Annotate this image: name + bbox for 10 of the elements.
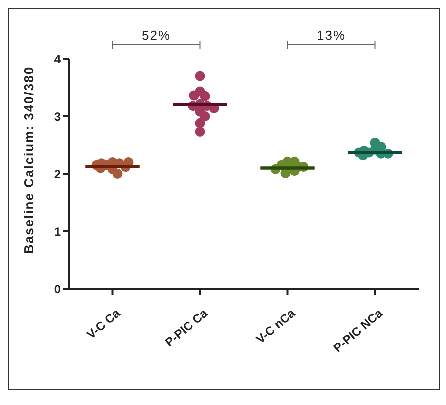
y-tick-label: 2	[54, 167, 62, 182]
y-tick-label: 4	[54, 52, 62, 66]
x-tick-label: V-C nCa	[254, 306, 298, 347]
y-tick-label: 3	[54, 110, 62, 124]
y-axis-title: Baseline Calcium: 340/380	[22, 66, 37, 254]
y-tick-label: 1	[54, 224, 62, 239]
y-tick-label: 0	[54, 282, 62, 296]
x-tick-label: V-C Ca	[84, 306, 124, 342]
text: 52%	[142, 28, 172, 43]
text: 13%	[316, 28, 346, 43]
